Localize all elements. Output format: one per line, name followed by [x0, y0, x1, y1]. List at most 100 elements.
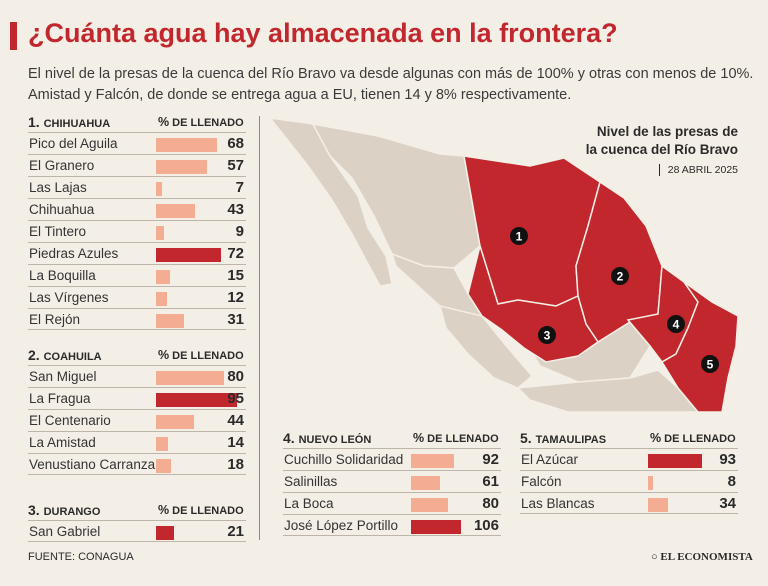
dam-fill-bar — [648, 498, 668, 512]
section-pct-label: % DE LLENADO — [650, 431, 736, 445]
dam-name: Chihuahua — [29, 202, 95, 217]
dam-fill-bar — [648, 454, 703, 468]
section-header: 1. CHIHUAHUA % DE LLENADO — [28, 114, 246, 132]
dam-row: Venustiano Carranza 18 — [28, 453, 246, 475]
dam-row: El Rejón 31 — [28, 308, 246, 330]
section-state-name: COAHUILA — [43, 351, 102, 363]
dam-fill-bar — [411, 454, 455, 468]
dam-row: Las Vírgenes 12 — [28, 286, 246, 308]
dam-row: La Amistad 14 — [28, 431, 246, 453]
dam-value: 7 — [235, 179, 244, 196]
dam-fill-bar — [156, 437, 168, 451]
dam-name: El Granero — [29, 158, 95, 173]
publisher-logo-text: EL ECONOMISTA — [660, 551, 753, 563]
dam-name: La Amistad — [29, 435, 96, 450]
dam-row: El Granero 57 — [28, 154, 246, 176]
map-baja-california — [268, 116, 393, 287]
source-note: FUENTE: CONAGUA — [28, 551, 134, 563]
section-number: 3. — [28, 502, 44, 518]
dam-name: Pico del Aguila — [29, 136, 118, 151]
dam-row: Piedras Azules 72 — [28, 242, 246, 264]
section-state-name: CHIHUAHUA — [43, 118, 111, 130]
section-number: 5. — [520, 430, 536, 446]
dam-row: El Azúcar 93 — [520, 448, 738, 470]
map-date: 28 ABRIL 2025 — [658, 164, 738, 176]
dam-name: El Tintero — [29, 224, 87, 239]
map-basin-states — [463, 155, 739, 413]
dam-fill-bar — [156, 459, 172, 473]
dam-name: Las Blancas — [521, 496, 595, 511]
map-coahuila — [575, 180, 663, 344]
dam-name: El Azúcar — [521, 452, 579, 467]
dam-fill-bar — [411, 476, 440, 490]
dam-fill-bar — [156, 526, 174, 540]
dam-value: 31 — [227, 311, 244, 328]
dam-name: Venustiano Carranza — [29, 457, 156, 472]
dam-name: Las Vírgenes — [29, 290, 109, 305]
dam-fill-bar — [156, 204, 195, 218]
dam-value: 61 — [482, 473, 499, 490]
dam-row: Cuchillo Solidaridad 92 — [283, 448, 501, 470]
dam-row: La Boca 80 — [283, 492, 501, 514]
dam-value: 8 — [727, 473, 736, 490]
dam-value: 21 — [227, 523, 244, 540]
section-state-name: TAMAULIPAS — [535, 434, 607, 446]
dam-row: Chihuahua 43 — [28, 198, 246, 220]
dam-value: 14 — [227, 434, 244, 451]
dam-fill-bar — [156, 292, 167, 306]
dam-name: Cuchillo Solidaridad — [284, 452, 404, 467]
dam-fill-bar — [411, 498, 449, 512]
dam-name: La Fragua — [29, 391, 91, 406]
basin-map — [268, 116, 739, 413]
dam-fill-bar — [156, 138, 218, 152]
dam-value: 43 — [227, 201, 244, 218]
dam-value: 9 — [235, 223, 244, 240]
map-durango — [467, 243, 600, 363]
dam-row: La Boquilla 15 — [28, 264, 246, 286]
section-pct-label: % DE LLENADO — [158, 503, 244, 517]
map-title-line2: la cuenca del Río Bravo — [585, 142, 738, 157]
dam-name: Las Lajas — [29, 180, 87, 195]
dam-fill-bar — [156, 314, 184, 328]
map-background-states — [268, 116, 700, 413]
page-subtitle: El nivel de la presas de la cuenca del R… — [28, 66, 754, 103]
dam-value: 72 — [227, 245, 244, 262]
section-number: 2. — [28, 347, 44, 363]
dam-fill-bar — [156, 415, 194, 429]
dam-value: 92 — [482, 451, 499, 468]
map-title: Nivel de las presas de la cuenca del Río… — [586, 123, 738, 159]
dam-value: 68 — [227, 135, 244, 152]
publisher-logo: ○ EL ECONOMISTA — [651, 551, 753, 563]
dam-fill-bar — [648, 476, 653, 490]
section-state-name: DURANGO — [43, 506, 101, 518]
section-header: 5. TAMAULIPAS % DE LLENADO — [520, 430, 738, 448]
dam-value: 15 — [227, 267, 244, 284]
dam-row: El Centenario 44 — [28, 409, 246, 431]
map-tamaulipas — [660, 281, 739, 413]
dam-fill-bar — [411, 520, 461, 534]
dam-value: 12 — [227, 289, 244, 306]
map-title-line1: Nivel de las presas de — [596, 124, 738, 139]
dam-fill-bar — [156, 248, 221, 262]
dam-name: El Centenario — [29, 413, 111, 428]
section-state-name: NUEVO LEÓN — [298, 434, 372, 446]
dam-value: 57 — [227, 157, 244, 174]
dam-row: Falcón 8 — [520, 470, 738, 492]
dam-name: José López Portillo — [284, 518, 399, 533]
dam-value: 106 — [473, 517, 499, 534]
dam-row: La Fragua 95 — [28, 387, 246, 409]
dam-value: 80 — [482, 495, 499, 512]
dam-name: Falcón — [521, 474, 562, 489]
title-accent-bar — [10, 22, 17, 50]
dam-value: 34 — [719, 495, 736, 512]
dam-name: Piedras Azules — [29, 246, 119, 261]
dam-row: El Tintero 9 — [28, 220, 246, 242]
section-number: 4. — [283, 430, 299, 446]
dam-row: Las Blancas 34 — [520, 492, 738, 514]
dam-fill-bar — [156, 182, 163, 196]
section-number: 1. — [28, 114, 44, 130]
dam-fill-bar — [156, 393, 238, 407]
dam-name: San Miguel — [29, 369, 97, 384]
dam-fill-bar — [156, 226, 165, 240]
dam-name: Salinillas — [284, 474, 338, 489]
